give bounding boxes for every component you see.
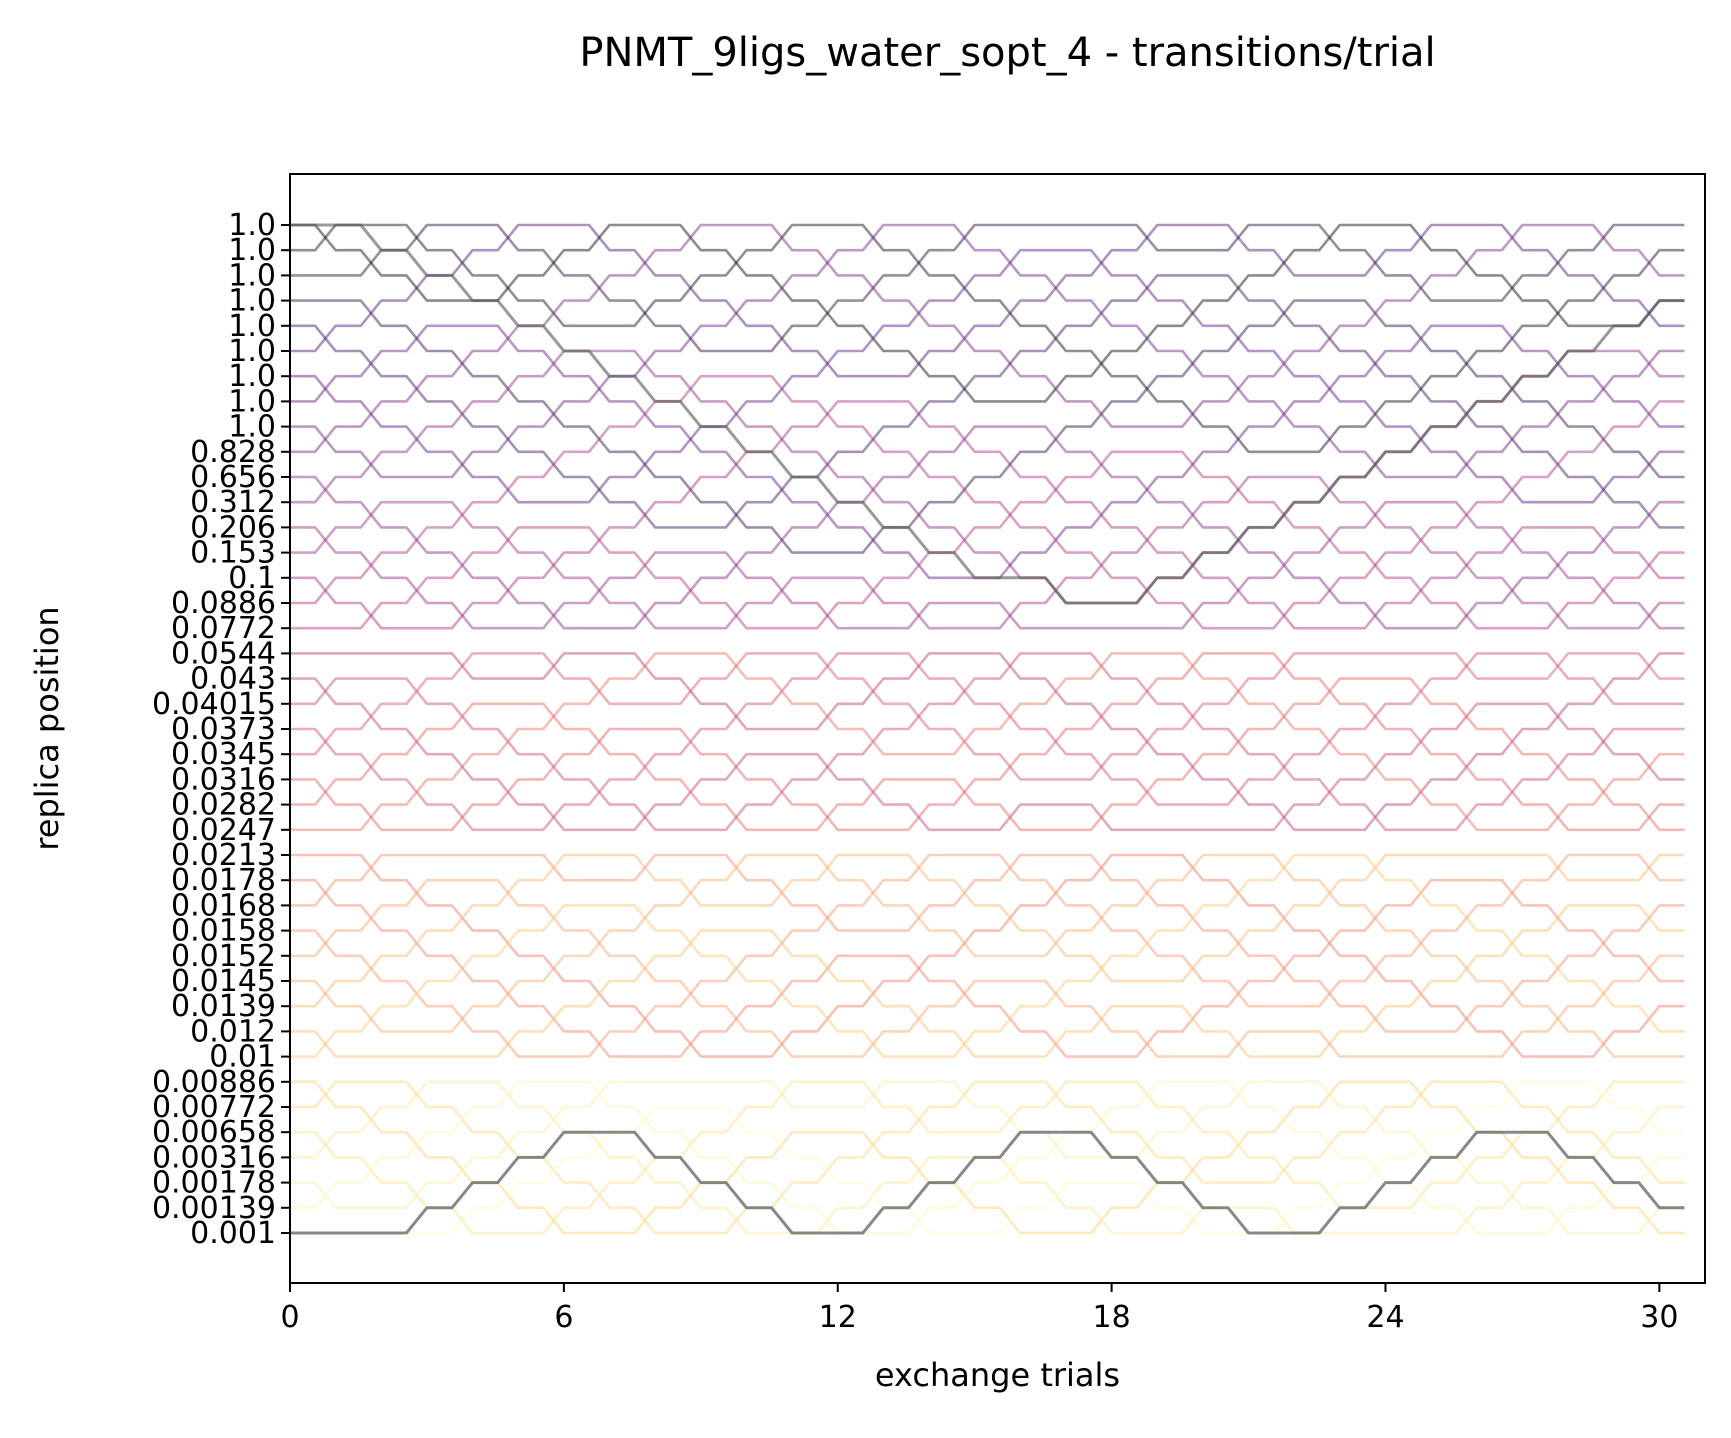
replica-line (290, 878, 1685, 1058)
replica-line (290, 223, 1685, 454)
replica-line (290, 475, 1685, 630)
replica-line (290, 652, 1685, 832)
y-tick-label: 1.0 (228, 309, 276, 344)
y-tick-label: 1.0 (228, 384, 276, 419)
x-tick-label: 6 (554, 1300, 573, 1335)
x-tick-label: 30 (1640, 1300, 1678, 1335)
replica-line-highlight (290, 1130, 1685, 1235)
replica-line (290, 853, 1685, 1033)
replica-line (290, 374, 1685, 630)
y-tick-label: 1.0 (228, 410, 276, 445)
y-tick-label: 0.0247 (171, 813, 276, 848)
replica-line (290, 677, 1685, 832)
replica-line (290, 299, 1685, 554)
replica-line (290, 1080, 1685, 1235)
replica-line-dark (290, 223, 1685, 605)
y-tick-label: 0.828 (190, 435, 276, 470)
replica-line (290, 223, 1685, 454)
y-tick-label: 0.00178 (152, 1166, 276, 1201)
y-tick-label: 0.153 (190, 536, 276, 571)
y-tick-label: 0.00886 (152, 1065, 276, 1100)
y-tick-label: 0.001 (190, 1216, 276, 1251)
replica-line (290, 274, 1685, 529)
replica-line (290, 223, 1685, 403)
y-tick-label: 0.043 (190, 662, 276, 697)
replica-line (290, 223, 1685, 353)
replica-line (290, 500, 1685, 630)
replica-line (290, 853, 1685, 1058)
replica-line (290, 450, 1685, 630)
replica-line (290, 223, 1685, 479)
y-tick-label: 0.00316 (152, 1140, 276, 1175)
replica-line (290, 652, 1685, 832)
y-tick-label: 1.0 (228, 258, 276, 293)
replica-line (290, 400, 1685, 630)
y-tick-label: 1.0 (228, 284, 276, 319)
replica-line (290, 853, 1685, 1008)
y-tick-label: 0.04015 (152, 687, 276, 722)
y-tick-label: 0.0145 (171, 964, 276, 999)
y-tick-label: 1.0 (228, 359, 276, 394)
y-tick-label: 0.00139 (152, 1191, 276, 1226)
y-tick-label: 0.0178 (171, 863, 276, 898)
y-axis-label: replica position (28, 606, 66, 850)
replica-line (290, 652, 1685, 832)
y-tick-label: 0.0544 (171, 636, 276, 671)
replica-line (290, 1080, 1685, 1235)
x-tick-label: 0 (280, 1300, 299, 1335)
replica-line (290, 652, 1685, 781)
y-tick-label: 0.0772 (171, 611, 276, 646)
y-tick-label: 0.0213 (171, 838, 276, 873)
replica-lines (290, 223, 1685, 1235)
y-tick-label: 0.656 (190, 460, 276, 495)
y-tick-label: 0.0158 (171, 914, 276, 949)
y-tick-label: 0.206 (190, 510, 276, 545)
replica-line (290, 223, 1685, 378)
y-tick-label: 1.0 (228, 233, 276, 268)
y-tick-label: 0.0345 (171, 737, 276, 772)
replica-line (290, 853, 1685, 1058)
replica-line (290, 904, 1685, 1058)
x-tick-label: 24 (1366, 1300, 1404, 1335)
y-tick-label: 0.1 (228, 561, 276, 596)
y-tick-label: 0.0282 (171, 788, 276, 823)
y-tick-label: 0.0886 (171, 586, 276, 621)
replica-line (290, 1080, 1685, 1235)
y-tick-label: 0.00772 (152, 1090, 276, 1125)
replica-line (290, 677, 1685, 832)
replica-line (290, 652, 1685, 832)
y-tick-label: 0.0152 (171, 939, 276, 974)
y-axis-ticks: 1.01.01.01.01.01.01.01.01.00.8280.6560.3… (152, 208, 290, 1251)
y-tick-label: 1.0 (228, 334, 276, 369)
y-tick-label: 0.01 (209, 1040, 276, 1075)
x-axis-ticks: 0 6 12 18 24 30 (280, 1283, 1678, 1335)
replica-line (290, 248, 1685, 504)
replica-line (290, 652, 1685, 832)
replica-line (290, 853, 1685, 1058)
chart-title: PNMT_9ligs_water_sopt_4 - transitions/tr… (579, 30, 1435, 76)
replica-line (290, 878, 1685, 1058)
y-tick-label: 0.0316 (171, 762, 276, 797)
replica-line (290, 853, 1685, 1058)
x-tick-label: 18 (1093, 1300, 1131, 1335)
y-tick-label: 0.012 (190, 1014, 276, 1049)
y-tick-label: 1.0 (228, 208, 276, 243)
y-tick-label: 0.00658 (152, 1115, 276, 1150)
x-tick-label: 12 (819, 1300, 857, 1335)
y-tick-label: 0.0373 (171, 712, 276, 747)
x-axis-label: exchange trials (875, 1356, 1120, 1394)
replica-line (290, 1080, 1685, 1235)
replica-line (290, 425, 1685, 630)
y-tick-label: 0.312 (190, 485, 276, 520)
y-tick-label: 0.0139 (171, 989, 276, 1024)
y-tick-label: 0.0168 (171, 888, 276, 923)
